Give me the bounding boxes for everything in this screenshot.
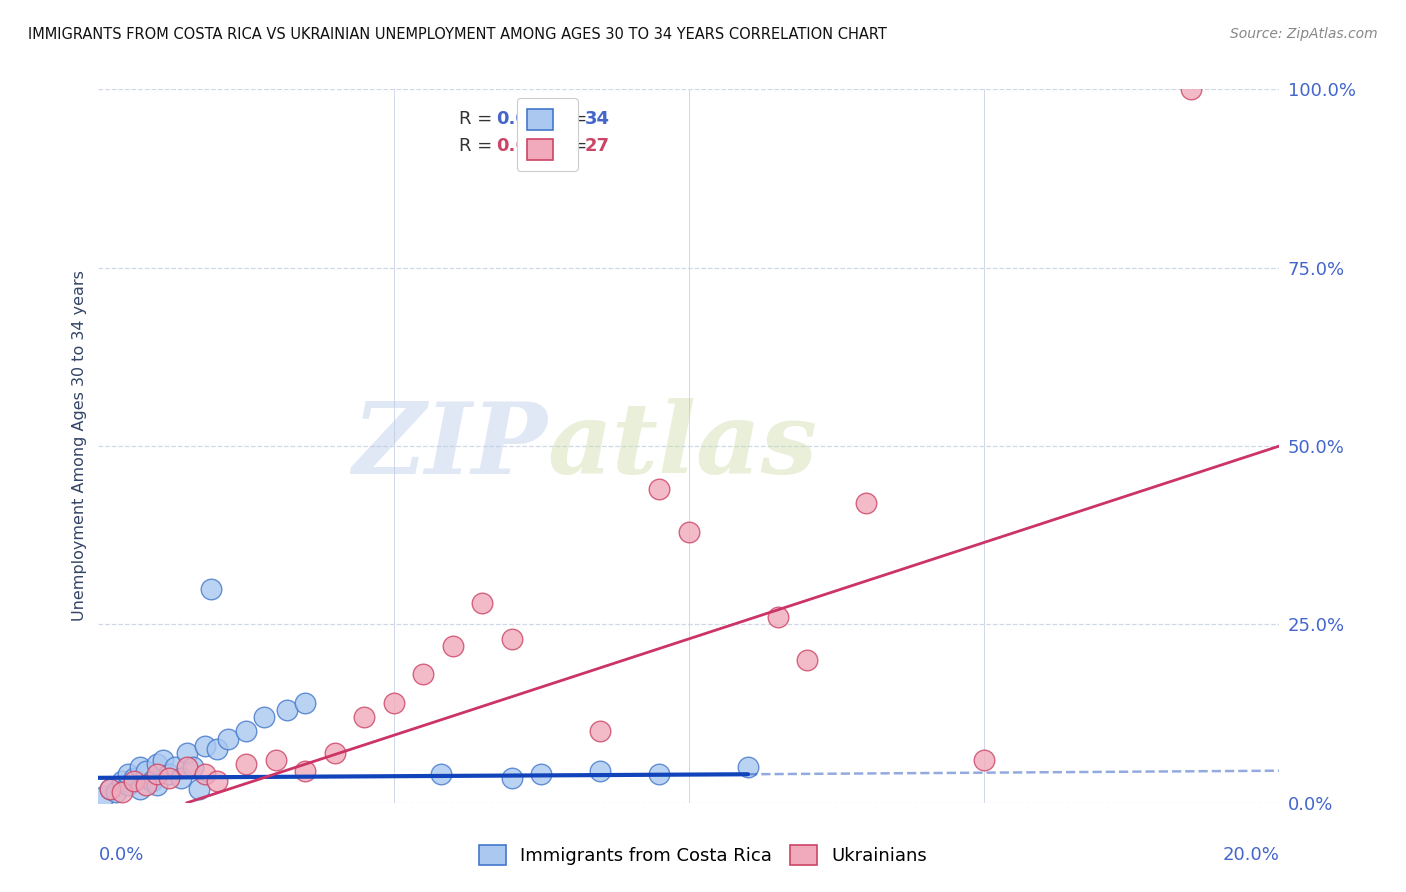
- Point: [128, 760, 150, 774]
- Text: 0.665: 0.665: [496, 137, 554, 155]
- Text: R =: R =: [458, 137, 498, 155]
- Point: [648, 767, 671, 781]
- Point: [157, 767, 180, 781]
- Text: 27: 27: [585, 137, 610, 155]
- Point: [135, 764, 157, 778]
- Point: [648, 482, 671, 496]
- Point: [98, 781, 121, 796]
- Point: [128, 781, 150, 796]
- Point: [589, 764, 612, 778]
- Point: [181, 760, 204, 774]
- Point: [187, 781, 209, 796]
- Text: IMMIGRANTS FROM COSTA RICA VS UKRAINIAN UNEMPLOYMENT AMONG AGES 30 TO 34 YEARS C: IMMIGRANTS FROM COSTA RICA VS UKRAINIAN …: [28, 27, 887, 42]
- Point: [235, 724, 257, 739]
- Point: [105, 785, 128, 799]
- Point: [766, 610, 789, 624]
- Point: [323, 746, 346, 760]
- Point: [98, 781, 121, 796]
- Point: [217, 731, 239, 746]
- Point: [200, 582, 222, 596]
- Point: [146, 778, 169, 792]
- Point: [737, 760, 759, 774]
- Point: [170, 771, 193, 785]
- Point: [382, 696, 405, 710]
- Point: [796, 653, 818, 667]
- Text: 34: 34: [585, 111, 610, 128]
- Y-axis label: Unemployment Among Ages 30 to 34 years: Unemployment Among Ages 30 to 34 years: [72, 270, 87, 622]
- Text: ZIP: ZIP: [353, 398, 547, 494]
- Point: [146, 767, 169, 781]
- Point: [176, 746, 198, 760]
- Point: [294, 764, 316, 778]
- Point: [678, 524, 700, 539]
- Point: [501, 771, 523, 785]
- Point: [294, 696, 316, 710]
- Point: [430, 767, 453, 781]
- Point: [111, 785, 134, 799]
- Point: [1180, 82, 1202, 96]
- Point: [141, 774, 163, 789]
- Point: [412, 667, 434, 681]
- Point: [111, 774, 134, 789]
- Legend: , : ,: [516, 98, 578, 170]
- Point: [530, 767, 553, 781]
- Point: [501, 632, 523, 646]
- Text: atlas: atlas: [547, 398, 817, 494]
- Text: N =: N =: [553, 111, 593, 128]
- Point: [855, 496, 877, 510]
- Point: [235, 756, 257, 771]
- Point: [205, 742, 228, 756]
- Text: 0.011: 0.011: [496, 111, 554, 128]
- Point: [194, 767, 217, 781]
- Point: [194, 739, 217, 753]
- Point: [122, 774, 145, 789]
- Point: [152, 753, 174, 767]
- Point: [589, 724, 612, 739]
- Text: Source: ZipAtlas.com: Source: ZipAtlas.com: [1230, 27, 1378, 41]
- Point: [135, 778, 157, 792]
- Point: [471, 596, 494, 610]
- Point: [117, 767, 139, 781]
- Point: [122, 771, 145, 785]
- Point: [93, 789, 115, 803]
- Point: [176, 760, 198, 774]
- Legend: Immigrants from Costa Rica, Ukrainians: Immigrants from Costa Rica, Ukrainians: [470, 836, 936, 874]
- Text: N =: N =: [553, 137, 593, 155]
- Point: [253, 710, 276, 724]
- Point: [165, 760, 187, 774]
- Point: [353, 710, 375, 724]
- Point: [441, 639, 464, 653]
- Point: [157, 771, 180, 785]
- Point: [117, 778, 139, 792]
- Point: [205, 774, 228, 789]
- Point: [973, 753, 995, 767]
- Point: [276, 703, 298, 717]
- Text: R =: R =: [458, 111, 498, 128]
- Point: [146, 756, 169, 771]
- Point: [264, 753, 287, 767]
- Text: 0.0%: 0.0%: [98, 846, 143, 863]
- Text: 20.0%: 20.0%: [1223, 846, 1279, 863]
